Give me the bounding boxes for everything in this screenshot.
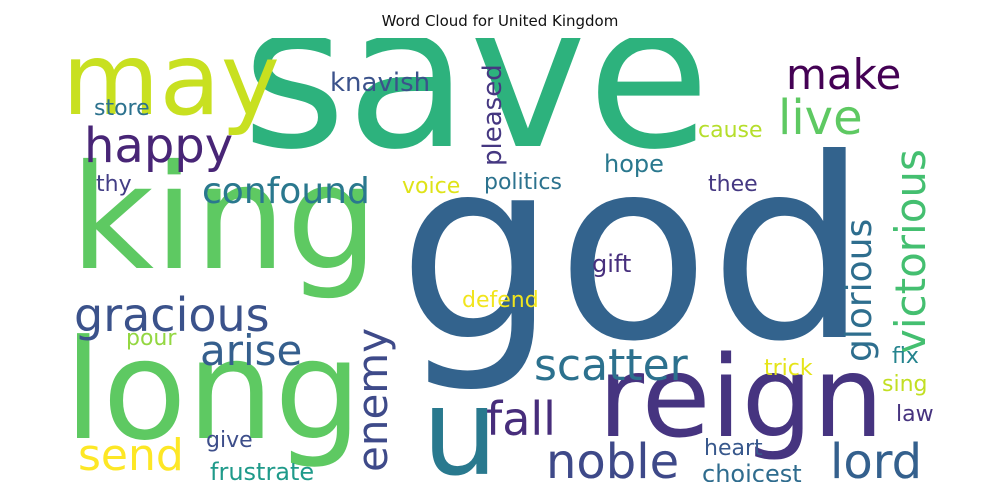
word-politics: politics [484,170,562,195]
word-victorious: victorious [886,149,935,354]
word-knavish: knavish [330,68,431,98]
word-noble: noble [546,434,680,482]
word-fall: fall [486,392,556,446]
word-cause: cause [698,118,763,143]
word-gracious: gracious [74,288,270,342]
word-save: save [242,38,711,194]
word-enemy: enemy [348,327,397,472]
word-god: god [398,105,869,396]
word-live: live [778,90,863,146]
word-long: long [64,310,362,471]
word-may: may [62,38,280,138]
word-frustrate: frustrate [210,458,315,482]
word-scatter: scatter [534,340,688,391]
word-thy: thy [96,172,132,197]
word-make: make [786,50,902,99]
word-choicest: choicest [702,460,802,482]
word-store: store [94,96,150,121]
word-happy: happy [84,118,234,174]
word-law: law [896,402,934,427]
word-thee: thee [708,172,758,197]
word-confound: confound [202,171,370,212]
word-arise: arise [200,326,303,375]
word-hope: hope [604,150,664,178]
word-give: give [206,428,253,453]
word-send: send [78,430,184,481]
word-pleased: pleased [478,64,508,166]
word-trick: trick [764,356,813,381]
word-gift: gift [592,250,632,278]
word-lord: lord [830,434,923,482]
chart-title: Word Cloud for United Kingdom [381,12,619,30]
word-glorious: glorious [839,218,880,362]
word-u: u [422,364,499,483]
word-heart: heart [704,436,763,461]
word-fix: fix [892,344,919,369]
word-defend: defend [462,288,539,313]
word-pour: pour [126,326,177,351]
word-sing: sing [882,372,928,397]
word-cloud: save god king long reign may u happy con… [60,38,940,482]
word-reign: reign [598,333,884,463]
word-king: king [70,134,379,303]
word-voice: voice [402,174,461,199]
